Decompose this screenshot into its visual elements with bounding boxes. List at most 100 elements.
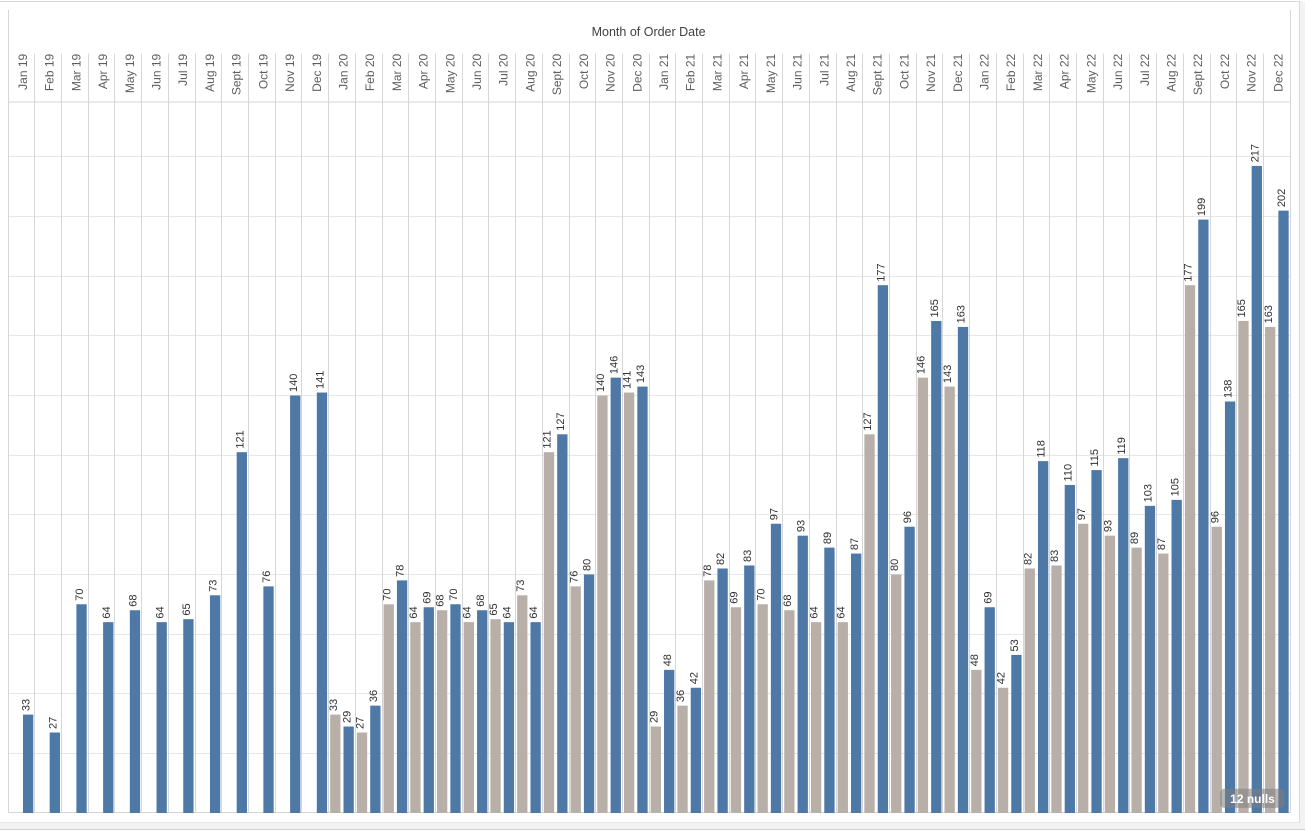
svg-text:119: 119 bbox=[1116, 437, 1128, 455]
svg-text:42: 42 bbox=[996, 672, 1008, 684]
svg-text:Nov 20: Nov 20 bbox=[604, 53, 618, 91]
svg-text:Dec 20: Dec 20 bbox=[630, 53, 644, 91]
svg-text:80: 80 bbox=[582, 559, 594, 571]
svg-text:Mar 19: Mar 19 bbox=[69, 53, 83, 91]
svg-text:64: 64 bbox=[154, 606, 166, 618]
svg-text:Aug 22: Aug 22 bbox=[1165, 53, 1179, 91]
svg-text:143: 143 bbox=[635, 365, 647, 383]
svg-text:140: 140 bbox=[288, 374, 300, 392]
svg-text:73: 73 bbox=[515, 580, 527, 592]
svg-text:Sept 22: Sept 22 bbox=[1191, 53, 1205, 95]
svg-text:141: 141 bbox=[315, 371, 327, 389]
svg-text:177: 177 bbox=[1183, 263, 1195, 281]
svg-text:199: 199 bbox=[1196, 198, 1208, 216]
svg-text:Mar 22: Mar 22 bbox=[1031, 53, 1045, 91]
svg-text:68: 68 bbox=[435, 594, 447, 606]
svg-text:Nov 22: Nov 22 bbox=[1245, 53, 1259, 91]
svg-text:118: 118 bbox=[1036, 440, 1048, 458]
svg-text:69: 69 bbox=[982, 591, 994, 603]
svg-text:Oct 19: Oct 19 bbox=[256, 53, 270, 89]
svg-text:146: 146 bbox=[916, 356, 928, 374]
svg-text:Feb 21: Feb 21 bbox=[684, 53, 698, 91]
svg-text:76: 76 bbox=[261, 571, 273, 583]
svg-text:33: 33 bbox=[328, 699, 340, 711]
svg-text:Nov 21: Nov 21 bbox=[924, 53, 938, 91]
svg-text:Jul 22: Jul 22 bbox=[1138, 53, 1152, 85]
svg-text:Aug 20: Aug 20 bbox=[523, 53, 537, 91]
svg-text:Oct 20: Oct 20 bbox=[577, 53, 591, 89]
svg-text:121: 121 bbox=[542, 430, 554, 448]
svg-text:Mar 20: Mar 20 bbox=[390, 53, 404, 91]
svg-text:68: 68 bbox=[782, 594, 794, 606]
svg-text:Month of Order Date: Month of Order Date bbox=[592, 25, 706, 39]
svg-text:Oct 22: Oct 22 bbox=[1218, 53, 1232, 89]
svg-text:97: 97 bbox=[1076, 508, 1088, 520]
svg-text:97: 97 bbox=[769, 508, 781, 520]
svg-text:64: 64 bbox=[101, 606, 113, 618]
svg-text:Aug 21: Aug 21 bbox=[844, 53, 858, 91]
svg-text:Apr 21: Apr 21 bbox=[737, 53, 751, 89]
svg-text:Aug 19: Aug 19 bbox=[203, 53, 217, 91]
svg-text:Jan 21: Jan 21 bbox=[657, 53, 671, 89]
svg-text:87: 87 bbox=[849, 538, 861, 550]
svg-text:93: 93 bbox=[795, 520, 807, 532]
svg-text:76: 76 bbox=[568, 571, 580, 583]
svg-text:May 19: May 19 bbox=[123, 53, 137, 93]
svg-text:69: 69 bbox=[729, 591, 741, 603]
svg-text:Oct 21: Oct 21 bbox=[897, 53, 911, 89]
svg-text:May 22: May 22 bbox=[1084, 53, 1098, 93]
svg-text:Nov 19: Nov 19 bbox=[283, 53, 297, 91]
svg-text:87: 87 bbox=[1156, 538, 1168, 550]
svg-text:70: 70 bbox=[381, 589, 393, 601]
svg-text:69: 69 bbox=[421, 591, 433, 603]
svg-text:73: 73 bbox=[208, 580, 220, 592]
svg-text:Mar 21: Mar 21 bbox=[710, 53, 724, 91]
svg-text:Apr 22: Apr 22 bbox=[1058, 53, 1072, 89]
svg-text:64: 64 bbox=[408, 606, 420, 618]
svg-text:Jul 21: Jul 21 bbox=[817, 53, 831, 85]
svg-text:202: 202 bbox=[1276, 189, 1288, 207]
svg-text:138: 138 bbox=[1223, 380, 1235, 398]
svg-text:48: 48 bbox=[969, 654, 981, 666]
svg-text:Jun 21: Jun 21 bbox=[791, 53, 805, 89]
svg-text:27: 27 bbox=[355, 717, 367, 729]
svg-text:Feb 19: Feb 19 bbox=[43, 53, 57, 91]
svg-text:105: 105 bbox=[1169, 478, 1181, 496]
svg-text:68: 68 bbox=[128, 594, 140, 606]
svg-text:Sept 21: Sept 21 bbox=[871, 53, 885, 95]
svg-text:May 21: May 21 bbox=[764, 53, 778, 93]
svg-text:Dec 21: Dec 21 bbox=[951, 53, 965, 91]
svg-text:110: 110 bbox=[1062, 464, 1074, 482]
svg-text:Feb 22: Feb 22 bbox=[1004, 53, 1018, 91]
svg-text:165: 165 bbox=[929, 299, 941, 317]
svg-text:143: 143 bbox=[942, 365, 954, 383]
svg-text:Jun 20: Jun 20 bbox=[470, 53, 484, 89]
svg-text:80: 80 bbox=[889, 559, 901, 571]
svg-text:64: 64 bbox=[502, 606, 514, 618]
svg-text:127: 127 bbox=[862, 412, 874, 430]
svg-text:89: 89 bbox=[822, 532, 834, 544]
svg-text:70: 70 bbox=[755, 589, 767, 601]
svg-text:36: 36 bbox=[675, 690, 687, 702]
svg-text:48: 48 bbox=[662, 654, 674, 666]
svg-text:78: 78 bbox=[702, 565, 714, 577]
svg-text:78: 78 bbox=[395, 565, 407, 577]
svg-text:64: 64 bbox=[461, 606, 473, 618]
svg-text:Apr 19: Apr 19 bbox=[96, 53, 110, 89]
svg-text:29: 29 bbox=[341, 711, 353, 723]
svg-text:146: 146 bbox=[608, 356, 620, 374]
svg-text:Feb 20: Feb 20 bbox=[363, 53, 377, 91]
svg-text:217: 217 bbox=[1249, 144, 1261, 162]
svg-text:163: 163 bbox=[956, 305, 968, 323]
svg-text:27: 27 bbox=[47, 717, 59, 729]
svg-text:115: 115 bbox=[1089, 449, 1101, 467]
svg-text:64: 64 bbox=[809, 606, 821, 618]
svg-text:82: 82 bbox=[1022, 553, 1034, 565]
svg-text:141: 141 bbox=[622, 371, 634, 389]
svg-text:Sept 19: Sept 19 bbox=[230, 53, 244, 95]
svg-text:103: 103 bbox=[1143, 484, 1155, 502]
svg-text:140: 140 bbox=[595, 374, 607, 392]
svg-text:68: 68 bbox=[475, 594, 487, 606]
svg-text:Jun 19: Jun 19 bbox=[150, 53, 164, 89]
svg-text:165: 165 bbox=[1236, 299, 1248, 317]
